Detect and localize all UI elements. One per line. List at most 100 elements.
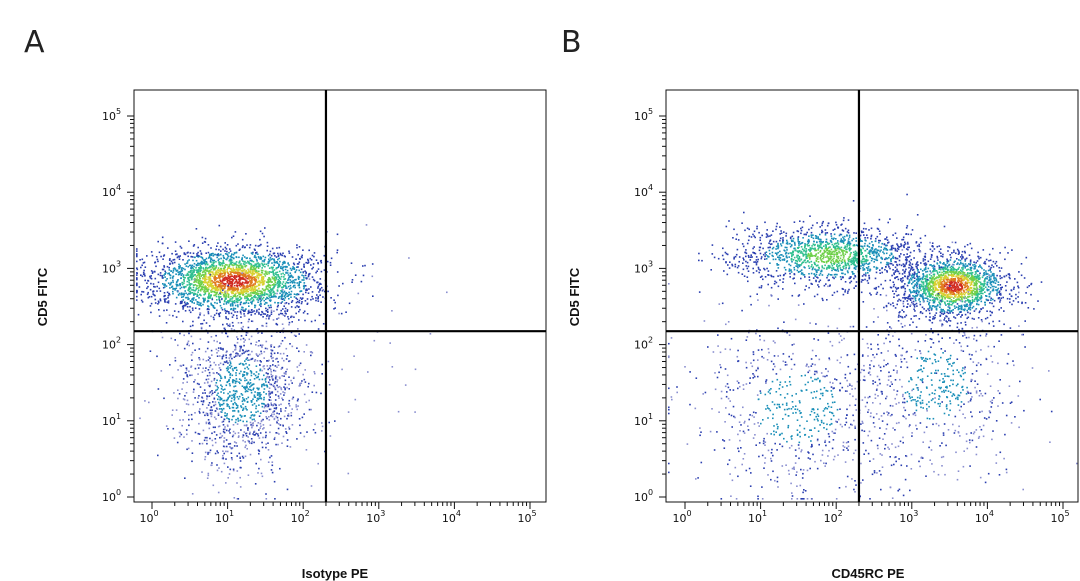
event-dot: [264, 436, 267, 439]
event-dot: [242, 325, 244, 328]
event-dot: [265, 263, 268, 266]
event-dot: [908, 288, 911, 291]
event-dot: [319, 294, 321, 296]
event-dot: [290, 287, 292, 289]
event-dot: [200, 326, 203, 329]
event-dot: [918, 243, 920, 246]
event-dot: [288, 399, 291, 402]
event-dot: [218, 408, 221, 410]
event-dot: [319, 288, 321, 291]
event-dot: [218, 277, 221, 279]
event-dot: [227, 295, 230, 298]
event-dot: [260, 295, 262, 298]
event-dot: [275, 273, 277, 275]
event-dot: [299, 297, 302, 299]
event-dot: [977, 275, 980, 278]
event-dot: [203, 389, 206, 391]
event-dot: [909, 270, 911, 272]
event-dot: [935, 305, 937, 308]
event-dot: [222, 399, 224, 402]
event-dot: [230, 256, 233, 259]
event-dot: [216, 469, 219, 472]
event-dot: [949, 320, 952, 322]
event-dot: [174, 359, 177, 362]
event-dot: [960, 283, 963, 286]
event-dot: [252, 298, 255, 301]
event-dot: [182, 276, 185, 278]
event-dot: [947, 309, 950, 311]
event-dot: [229, 304, 232, 306]
event-dot: [256, 251, 258, 254]
event-dot: [191, 493, 194, 495]
event-dot: [217, 412, 220, 415]
event-dot: [199, 412, 201, 414]
event-dot: [174, 339, 176, 341]
event-dot: [235, 366, 238, 369]
event-dot: [276, 308, 278, 311]
event-dot: [189, 284, 192, 286]
event-dot: [248, 305, 250, 307]
event-dot: [218, 261, 221, 263]
event-dot: [261, 344, 264, 346]
event-dot: [222, 270, 225, 273]
event-dot: [224, 273, 226, 276]
event-dot: [213, 294, 215, 297]
event-dot: [943, 270, 945, 273]
event-dot: [210, 413, 213, 416]
event-dot: [231, 321, 234, 324]
event-dot: [307, 385, 309, 388]
event-dot: [229, 432, 231, 434]
event-dot: [191, 272, 193, 275]
event-dot: [208, 421, 211, 424]
event-dot: [153, 285, 155, 288]
event-dot: [232, 410, 234, 412]
event-dot: [220, 408, 223, 410]
event-dot: [209, 296, 211, 299]
event-dot: [237, 292, 239, 294]
event-dot: [266, 365, 269, 367]
event-dot: [242, 254, 244, 257]
event-dot: [298, 276, 301, 279]
event-dot: [273, 418, 276, 421]
event-dot: [257, 274, 260, 276]
event-dot: [209, 423, 211, 425]
event-dot: [979, 256, 982, 259]
event-dot: [954, 279, 956, 282]
event-dot: [185, 292, 187, 295]
event-dot: [149, 288, 152, 291]
event-dot: [200, 269, 202, 272]
event-dot: [207, 453, 209, 455]
event-dot: [974, 290, 976, 293]
event-dot: [206, 283, 209, 285]
event-dot: [263, 427, 265, 429]
panel-b-label: B: [561, 25, 582, 60]
event-dot: [185, 429, 188, 431]
event-dot: [982, 292, 984, 295]
event-dot: [215, 273, 217, 275]
event-dot: [244, 367, 246, 370]
event-dot: [200, 302, 202, 304]
event-dot: [262, 365, 265, 368]
event-dot: [147, 285, 149, 288]
event-dot: [283, 261, 286, 263]
event-dot: [939, 279, 942, 282]
event-dot: [303, 287, 305, 290]
event-dot: [240, 290, 242, 292]
event-dot: [273, 310, 275, 312]
event-dot: [202, 401, 205, 403]
event-dot: [265, 273, 267, 275]
event-dot: [215, 348, 218, 351]
event-dot: [250, 282, 252, 285]
event-dot: [224, 292, 227, 295]
event-dot: [260, 350, 262, 353]
event-dot: [208, 284, 211, 287]
event-dot: [273, 259, 275, 261]
panel-b: B 100 101 102 103 104 105 100101102103104105 …: [561, 25, 1079, 581]
event-dot: [207, 404, 210, 406]
event-dot: [949, 324, 951, 327]
event-dot: [191, 291, 194, 294]
event-dot: [258, 429, 260, 431]
event-dot: [229, 374, 231, 376]
event-dot: [923, 277, 926, 280]
event-dot: [237, 498, 240, 500]
